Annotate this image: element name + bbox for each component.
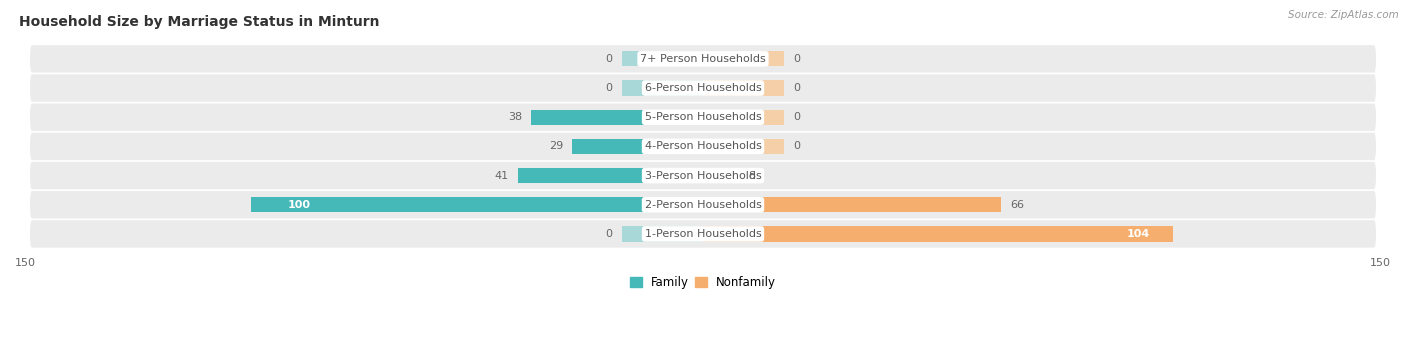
Legend: Family, Nonfamily: Family, Nonfamily xyxy=(626,271,780,294)
FancyBboxPatch shape xyxy=(30,74,1376,102)
Text: 0: 0 xyxy=(606,54,613,64)
Text: 2-Person Households: 2-Person Households xyxy=(644,200,762,210)
Bar xyxy=(252,197,703,212)
Text: 8: 8 xyxy=(748,171,755,181)
Bar xyxy=(703,81,785,96)
Text: 0: 0 xyxy=(793,141,800,151)
Text: 104: 104 xyxy=(1126,229,1150,239)
FancyBboxPatch shape xyxy=(30,45,1376,72)
Bar xyxy=(531,109,703,125)
Text: 0: 0 xyxy=(793,83,800,93)
FancyBboxPatch shape xyxy=(30,162,1376,189)
Text: 4-Person Households: 4-Person Households xyxy=(644,141,762,151)
Text: 6-Person Households: 6-Person Households xyxy=(644,83,762,93)
Text: 41: 41 xyxy=(495,171,509,181)
Text: 66: 66 xyxy=(1010,200,1024,210)
Text: 29: 29 xyxy=(548,141,562,151)
Text: 0: 0 xyxy=(793,112,800,122)
Text: 100: 100 xyxy=(287,200,311,210)
Bar xyxy=(621,226,703,241)
Bar xyxy=(703,51,785,66)
Bar xyxy=(572,139,703,154)
Bar xyxy=(621,51,703,66)
Text: 0: 0 xyxy=(606,229,613,239)
Text: 38: 38 xyxy=(508,112,523,122)
Text: Source: ZipAtlas.com: Source: ZipAtlas.com xyxy=(1288,10,1399,20)
Bar xyxy=(703,139,785,154)
Bar xyxy=(703,197,1001,212)
Text: 0: 0 xyxy=(793,54,800,64)
Bar xyxy=(703,109,785,125)
Text: 5-Person Households: 5-Person Households xyxy=(644,112,762,122)
FancyBboxPatch shape xyxy=(30,191,1376,219)
Text: 0: 0 xyxy=(606,83,613,93)
Bar xyxy=(517,168,703,183)
Text: 7+ Person Households: 7+ Person Households xyxy=(640,54,766,64)
Text: Household Size by Marriage Status in Minturn: Household Size by Marriage Status in Min… xyxy=(18,15,380,29)
Text: 1-Person Households: 1-Person Households xyxy=(644,229,762,239)
Text: 3-Person Households: 3-Person Households xyxy=(644,171,762,181)
FancyBboxPatch shape xyxy=(30,103,1376,131)
FancyBboxPatch shape xyxy=(30,220,1376,248)
Bar xyxy=(703,226,1173,241)
FancyBboxPatch shape xyxy=(30,133,1376,160)
Bar xyxy=(703,168,740,183)
Bar xyxy=(621,81,703,96)
